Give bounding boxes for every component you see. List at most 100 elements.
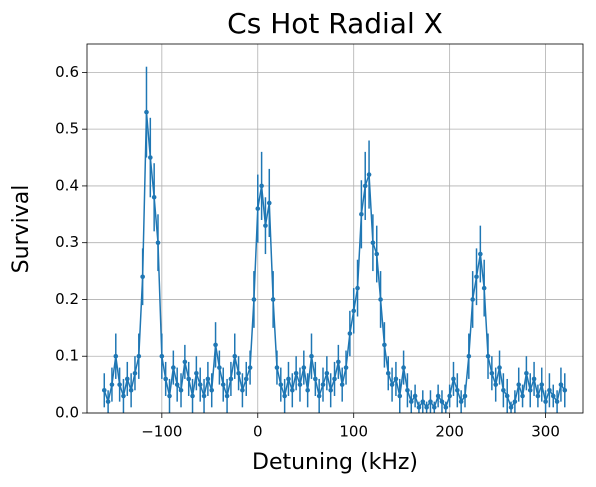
data-point [217,365,222,370]
data-point [474,274,479,280]
data-point [301,365,307,370]
data-point [190,393,195,399]
data-point [378,297,383,302]
data-point [539,382,545,387]
data-point [543,399,548,404]
data-point [501,387,506,393]
y-tick-label: 0.2 [55,290,79,308]
data-point [362,183,368,189]
data-point [508,405,514,410]
data-point [247,365,253,370]
data-point [535,393,541,399]
data-point [178,387,184,393]
data-point [359,212,364,217]
data-point [504,393,510,399]
chart-title: Cs Hot Radial X [227,7,443,40]
data-point [366,172,372,177]
data-point [259,183,264,189]
data-point [343,365,349,370]
data-point [136,353,142,359]
data-point [174,382,180,387]
data-point [389,382,395,387]
y-tick-label: 0.4 [55,176,79,194]
data-point [493,382,498,387]
data-point [236,370,241,376]
data-point [401,365,406,370]
data-point [163,376,168,382]
data-point [194,370,199,376]
data-point [105,399,111,404]
data-point [148,155,153,160]
data-point [124,376,130,382]
data-point [478,251,483,257]
data-point [485,353,491,359]
x-axis-label: Detuning (kHz) [252,450,418,475]
y-tick-label: 0.0 [55,404,79,422]
data-point [562,387,568,393]
data-point [447,393,452,399]
data-point [347,331,353,336]
data-point [497,365,502,370]
data-point [451,376,456,382]
data-point [439,399,445,404]
data-point [455,387,460,393]
data-point [351,308,357,314]
data-point [397,393,403,399]
data-point [186,376,191,382]
data-point [297,382,303,387]
data-point [328,387,333,393]
data-point [443,405,449,410]
data-point [470,297,475,302]
data-point [182,359,188,365]
data-point [550,393,556,399]
data-point [270,297,276,302]
x-tick-label: −100 [141,423,182,441]
data-point [408,399,414,404]
data-point [205,376,211,382]
data-point [370,240,376,245]
data-point [420,399,426,404]
data-point [243,376,249,382]
data-point [481,285,487,291]
data-point [316,393,322,399]
data-point [220,382,226,387]
data-point [512,399,518,404]
data-point [117,382,122,387]
data-point [412,393,418,399]
data-point [290,387,295,393]
data-point [128,387,134,393]
data-point [547,387,552,393]
plot-frame [86,43,584,414]
data-point [554,399,560,404]
y-tick-label: 0.1 [55,347,79,365]
data-point [531,376,537,382]
data-point [121,393,126,399]
x-tick-label: 100 [339,423,368,441]
y-tick-label: 0.3 [55,233,79,251]
x-tick-label: 200 [435,423,464,441]
data-point [428,399,433,404]
data-point [305,387,310,393]
data-point [240,387,245,393]
data-point [140,274,145,280]
data-point [313,376,318,382]
data-point [278,382,284,387]
data-point [197,382,203,387]
data-point [255,206,261,211]
y-tick-label: 0.6 [55,63,79,81]
data-point [171,365,176,370]
data-point [462,393,468,399]
y-tick-label: 0.5 [55,120,79,138]
data-point [224,393,230,399]
data-point [251,297,257,302]
y-axis-label: Survival [9,185,34,274]
data-point [274,365,280,370]
data-point [320,382,326,387]
data-point [324,370,330,376]
data-point [109,382,115,387]
data-point [332,376,337,382]
data-point [232,353,238,359]
data-point [355,285,360,291]
data-point [266,200,272,206]
data-point [558,382,564,387]
